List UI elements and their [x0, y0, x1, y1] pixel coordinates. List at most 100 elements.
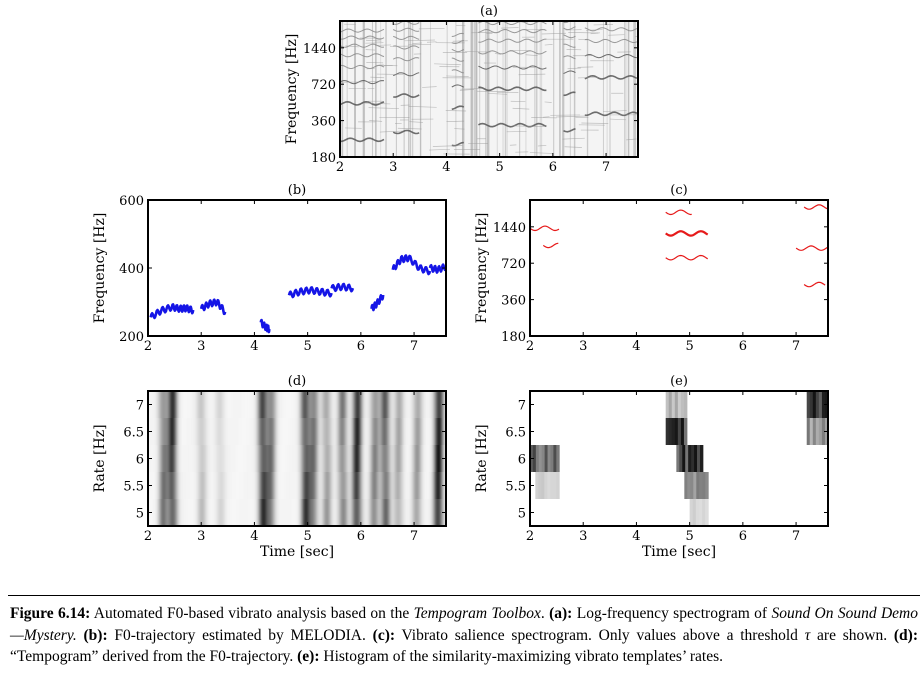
rate-histogram-cell: [679, 445, 683, 472]
rate-histogram-cell: [699, 472, 703, 499]
caption-text: “Tempogram” derived from the F0-trajecto…: [10, 648, 298, 665]
f0-trajectory-segment: [330, 282, 355, 293]
rate-histogram-cell: [702, 499, 706, 526]
rate-histogram-cell: [687, 472, 691, 499]
y-tick-label: 180: [311, 151, 336, 166]
rate-histogram-cell: [818, 418, 823, 445]
rate-histogram-cell: [671, 418, 676, 445]
y-tick-label: 7: [518, 399, 526, 414]
x-tick-label: 3: [197, 529, 205, 544]
y-tick-label: 6: [136, 453, 144, 468]
rate-histogram-cell: [541, 445, 546, 472]
x-tick-label: 5: [304, 529, 312, 544]
rate-histogram-cell: [535, 472, 539, 499]
plot-frame: [339, 20, 639, 158]
rate-histogram-cell: [674, 418, 679, 445]
caption-text: Automated F0-based vibrato analysis base…: [90, 605, 414, 622]
rate-histogram-cell: [689, 499, 694, 526]
vibrato-salience-segment: [803, 204, 828, 210]
rate-histogram-cell: [812, 391, 817, 418]
vibrato-salience-segment: [795, 245, 828, 251]
caption-text: .: [540, 605, 550, 622]
x-tick-label: 7: [410, 339, 418, 354]
rate-histogram-cell: [547, 472, 551, 499]
caption-label: Figure 6.14:: [10, 605, 91, 622]
x-tick-label: 6: [357, 339, 365, 354]
rate-histogram-cell: [547, 445, 551, 472]
y-tick-label: 1440: [493, 221, 526, 236]
y-tick-label: 5: [136, 507, 144, 522]
caption-text: are shown.: [810, 626, 894, 644]
x-tick-label: 3: [579, 339, 587, 354]
y-tick-label: 180: [501, 330, 526, 345]
rate-histogram-cell: [812, 418, 817, 445]
rate-histogram-cell: [668, 391, 673, 418]
rate-histogram-cell: [674, 391, 679, 418]
f0-trajectory-segment: [259, 318, 271, 334]
rate-histogram-cell: [553, 445, 557, 472]
vibrato-salience-segment: [542, 242, 559, 249]
rate-histogram-cell: [694, 445, 698, 472]
panel-title: (e): [670, 374, 688, 389]
rate-histogram-cell: [685, 445, 689, 472]
rate-histogram-cell: [538, 445, 543, 472]
x-tick-label: 3: [389, 160, 397, 175]
caption-text: F0-trajectory estimated by MELODIA.: [107, 626, 373, 644]
rate-histogram-cell: [680, 391, 685, 418]
x-tick-label: 2: [144, 339, 152, 354]
rate-histogram-cell: [684, 472, 688, 499]
plot-frame: [147, 199, 447, 337]
panel-e: (e) 2 3 4 5 6 7 5 5.5 6 6.5 7 Rate [Hz] Time [sec]: [474, 374, 829, 560]
rate-histogram-cell: [538, 472, 542, 499]
y-axis-label: Rate [Hz]: [474, 424, 490, 492]
f0-trajectory-segment: [199, 298, 227, 316]
vibrato-salience-segment: [803, 281, 826, 288]
caption-text: Histogram of the similarity-maximizing v…: [319, 648, 723, 665]
caption-bold: (a):: [549, 605, 573, 622]
y-tick-label: 360: [311, 115, 336, 130]
y-tick-label: 5.5: [505, 480, 526, 495]
y-tick-label: 7: [136, 399, 144, 414]
x-tick-label: 5: [686, 529, 694, 544]
x-tick-label: 7: [410, 529, 418, 544]
caption-text: [77, 627, 84, 644]
rate-histogram-cell: [821, 418, 826, 445]
x-tick-label: 7: [602, 160, 610, 175]
x-tick-label: 6: [739, 339, 747, 354]
rate-histogram-cell: [550, 445, 554, 472]
y-axis-label: Frequency [Hz]: [474, 213, 490, 324]
rate-histogram-cell: [705, 472, 709, 499]
rate-histogram-cell: [682, 445, 686, 472]
rate-histogram-cell: [705, 499, 709, 526]
tempogram-image: [148, 391, 446, 526]
rate-histogram-cell: [556, 472, 560, 499]
rate-histogram-cell: [665, 391, 670, 418]
rate-histogram-cell: [690, 472, 694, 499]
y-tick-label: 400: [119, 262, 144, 277]
x-tick-label: 5: [686, 339, 694, 354]
y-tick-label: 720: [501, 257, 526, 272]
y-tick-label: 6.5: [505, 426, 526, 441]
y-axis-label: Frequency [Hz]: [284, 34, 300, 145]
rate-histogram-cell: [553, 472, 557, 499]
y-tick-label: 6.5: [123, 426, 144, 441]
rate-histogram-cell: [698, 499, 703, 526]
x-tick-label: 2: [526, 339, 534, 354]
rate-histogram-cell: [809, 418, 814, 445]
rate-histogram-cell: [541, 472, 545, 499]
y-tick-label: 1440: [303, 42, 336, 57]
rate-histogram-cell: [544, 445, 548, 472]
x-tick-label: 2: [526, 529, 534, 544]
x-tick-label: 7: [792, 339, 800, 354]
panel-title: (d): [288, 374, 306, 389]
rate-histogram-cell: [668, 418, 673, 445]
plot-frame: [529, 199, 829, 337]
rate-histogram-cell: [696, 472, 700, 499]
caption-text: Vibrato salience spectrogram. Only value…: [395, 626, 805, 644]
x-axis-label: Time [sec]: [260, 544, 334, 560]
y-tick-label: 5.5: [123, 480, 144, 495]
f0-trajectory-segment: [149, 303, 195, 320]
rate-histogram-cell: [556, 445, 560, 472]
